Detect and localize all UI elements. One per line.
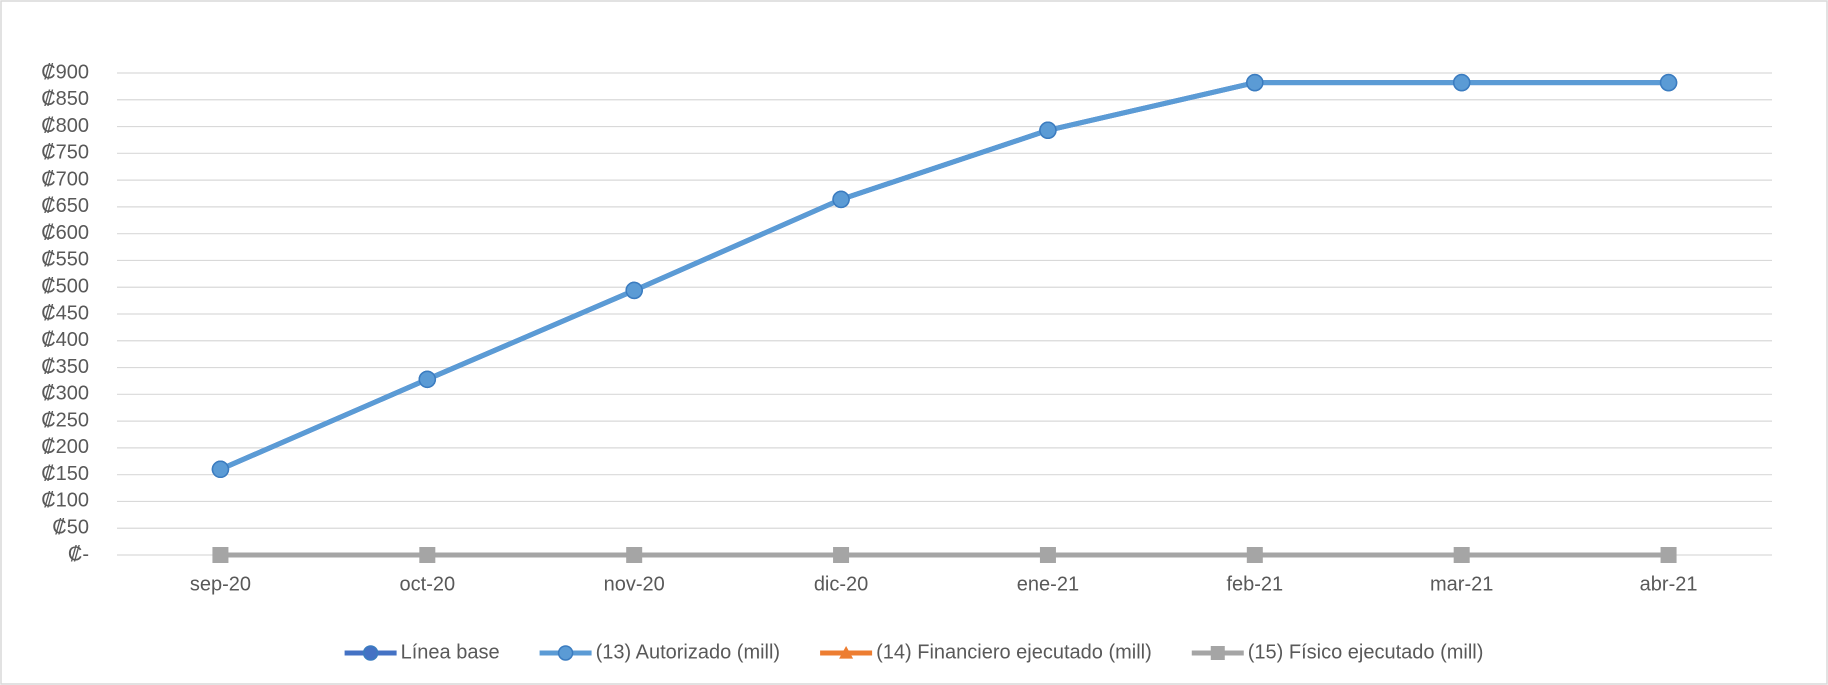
y-tick-label: ₡550 xyxy=(41,249,89,271)
grid: ₡- ₡50 ₡100 ₡150 ₡200 ₡250 ₡300 ₡350 ₡400 ₡450 ₡50… xyxy=(41,61,1772,595)
y-tick-label: ₡650 xyxy=(41,195,89,217)
marker xyxy=(418,370,437,389)
x-tick-label: ene-21 xyxy=(1017,573,1079,595)
series-line xyxy=(219,80,1669,472)
legend-label: (14) Financiero ejecutado (mill) xyxy=(876,641,1152,663)
legend-label: (13) Autorizado (mill) xyxy=(596,641,781,663)
y-tick-label: ₡50 xyxy=(52,517,89,539)
y-tick-label: ₡750 xyxy=(41,142,89,164)
marker xyxy=(1210,646,1225,660)
y-tick-label: ₡- xyxy=(68,543,89,565)
legend-item: (13) Autorizado (mill) xyxy=(539,641,781,663)
y-tick-label: ₡850 xyxy=(41,88,89,110)
marker xyxy=(1246,73,1264,92)
marker xyxy=(833,547,850,563)
marker xyxy=(1452,73,1471,92)
x-tick-label: feb-21 xyxy=(1226,573,1283,595)
y-tick-label: ₡300 xyxy=(41,383,89,405)
x-tick-label: nov-20 xyxy=(604,573,665,595)
plot xyxy=(211,73,1678,563)
marker xyxy=(1660,547,1677,563)
y-tick-label: ₡250 xyxy=(41,409,89,431)
marker xyxy=(1246,547,1263,563)
y-tick-label: ₡700 xyxy=(41,168,89,190)
y-tick-label: ₡450 xyxy=(41,302,89,324)
y-tick-label: ₡400 xyxy=(41,329,89,351)
marker xyxy=(626,547,643,563)
legend-item: (14) Financiero ejecutado (mill) xyxy=(820,641,1152,663)
marker xyxy=(1453,547,1470,563)
marker xyxy=(832,190,850,209)
marker xyxy=(1039,121,1057,140)
legend-label: (15) Físico ejecutado (mill) xyxy=(1248,641,1484,663)
y-tick-label: ₡500 xyxy=(41,276,89,298)
marker xyxy=(1039,547,1056,563)
marker xyxy=(211,460,230,479)
x-tick-label: oct-20 xyxy=(400,573,456,595)
y-tick-label: ₡600 xyxy=(41,222,89,244)
marker xyxy=(362,645,379,661)
marker xyxy=(419,547,436,563)
legend-item: (15) Físico ejecutado (mill) xyxy=(1191,641,1484,663)
y-tick-label: ₡150 xyxy=(41,463,89,485)
x-tick-label: abr-21 xyxy=(1640,573,1698,595)
marker xyxy=(1659,73,1678,92)
marker xyxy=(212,547,229,563)
marker xyxy=(625,281,643,300)
legend-label: Línea base xyxy=(401,641,500,663)
legend: Línea base (13) Autorizado (mill) (14) Fin… xyxy=(344,641,1484,663)
x-tick-label: dic-20 xyxy=(814,573,868,595)
x-tick-label: sep-20 xyxy=(190,573,251,595)
y-tick-label: ₡100 xyxy=(41,490,89,512)
y-tick-label: ₡200 xyxy=(41,436,89,458)
marker xyxy=(839,646,854,659)
legend-item: Línea base xyxy=(344,641,500,663)
y-tick-label: ₡350 xyxy=(41,356,89,378)
marker xyxy=(557,645,574,661)
y-tick-label: ₡800 xyxy=(41,115,89,137)
y-tick-label: ₡900 xyxy=(41,61,89,83)
x-tick-label: mar-21 xyxy=(1430,573,1493,595)
